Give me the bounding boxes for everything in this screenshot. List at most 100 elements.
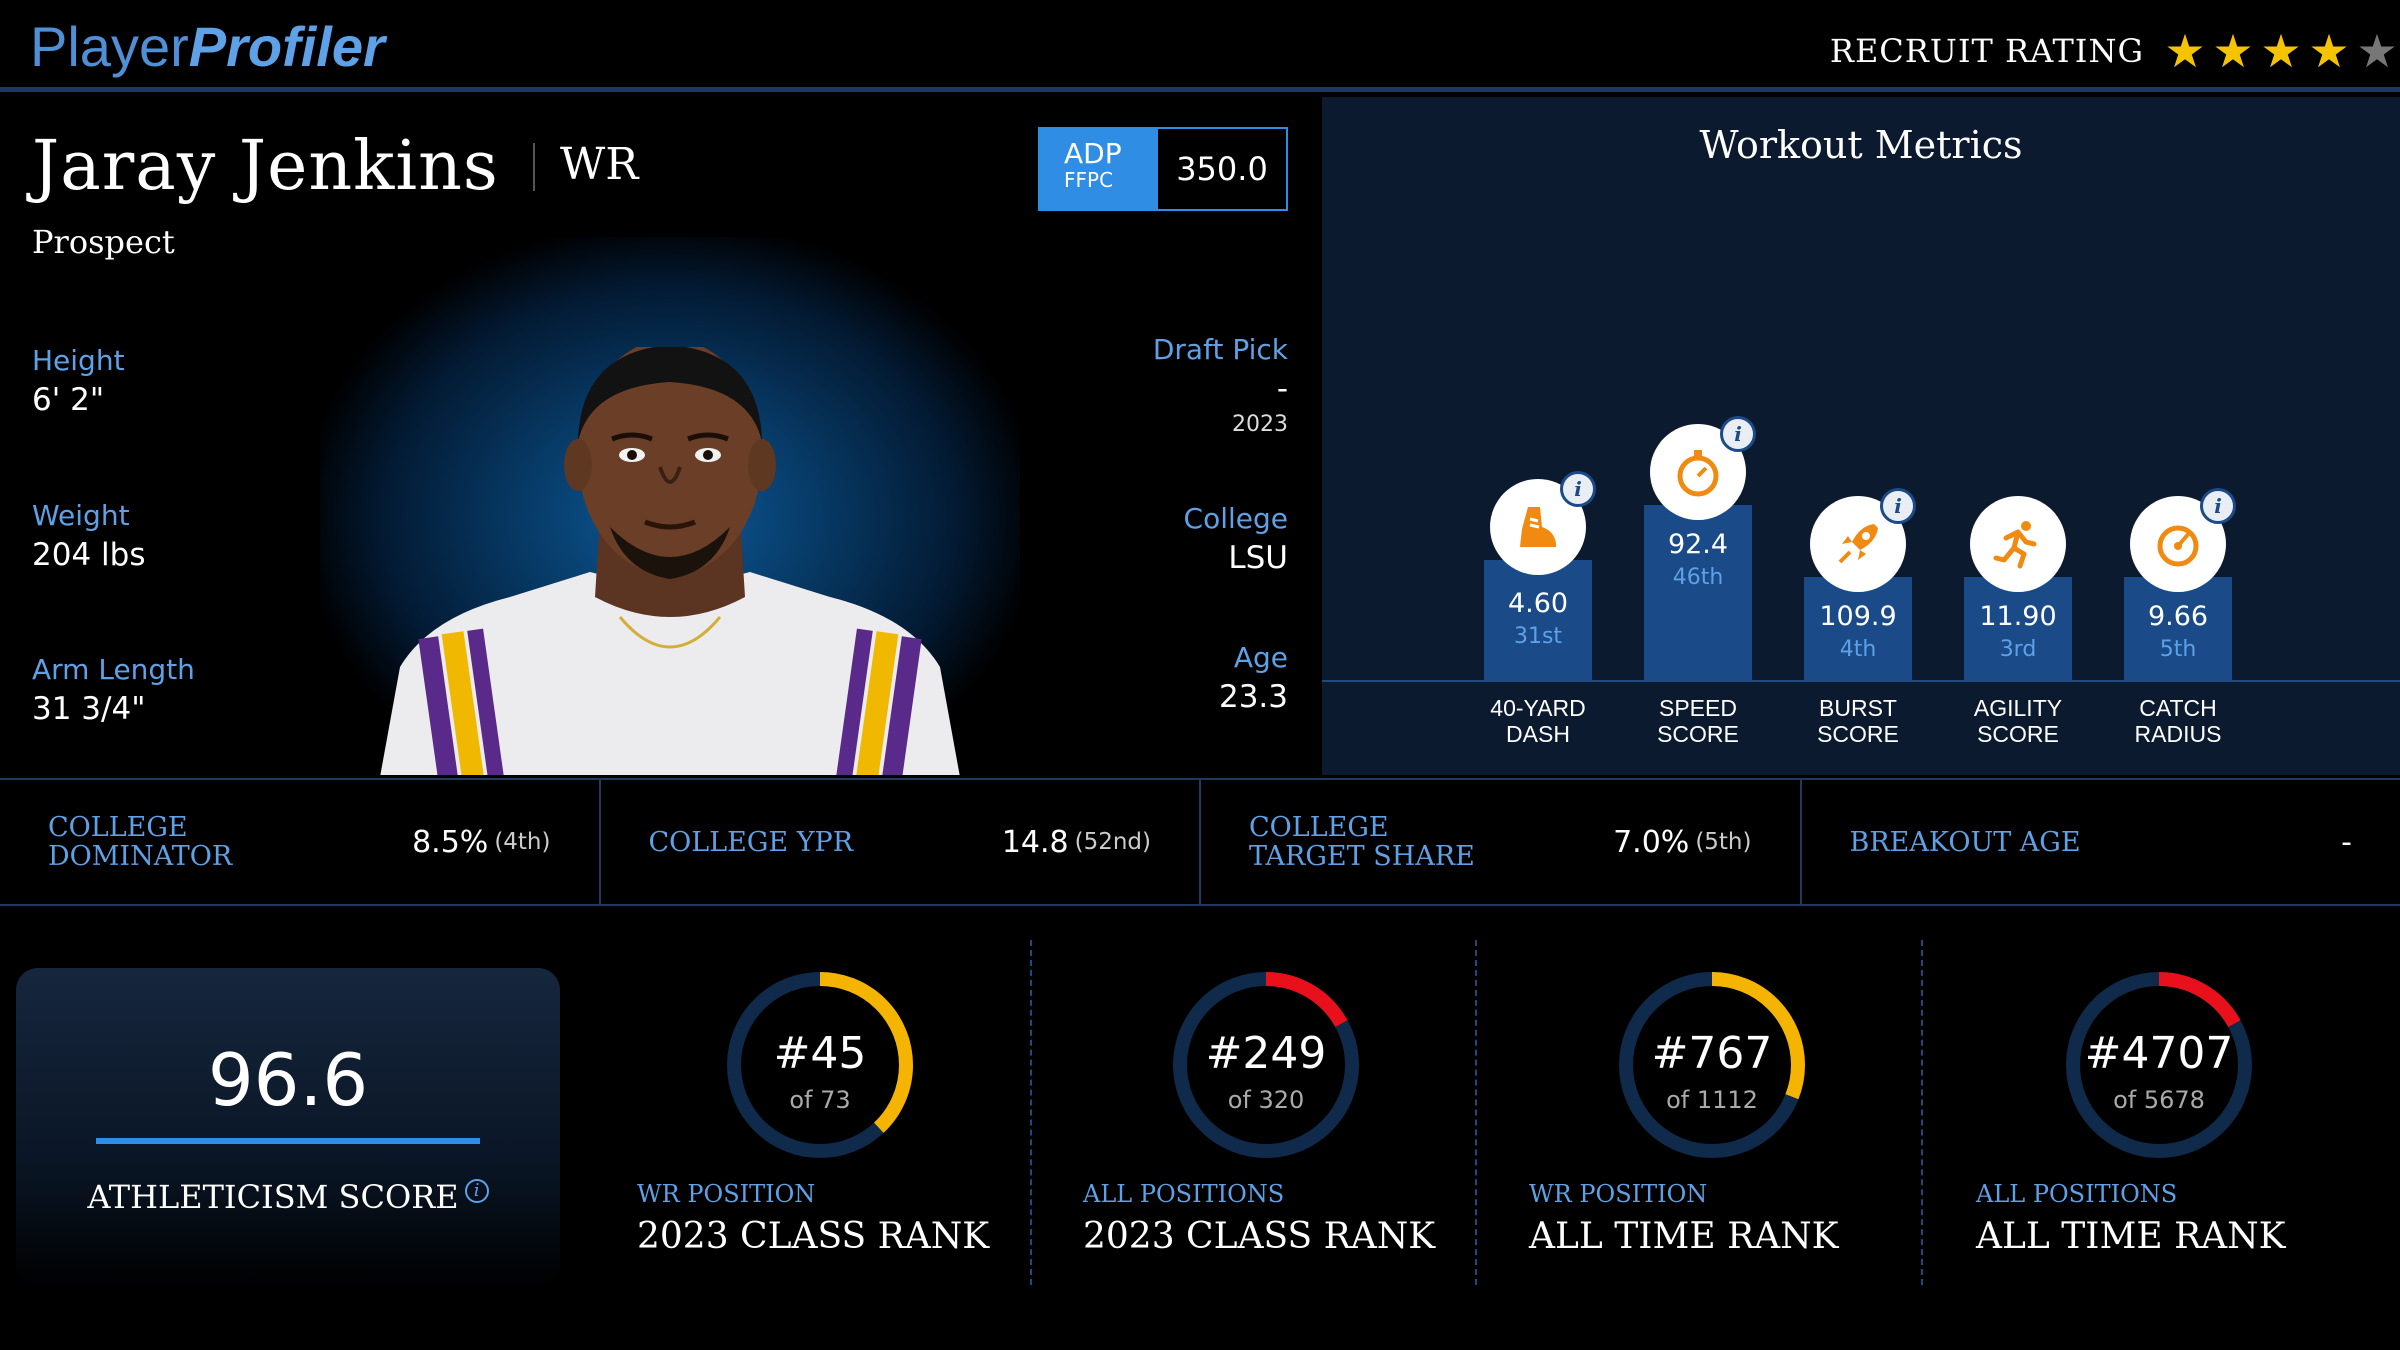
- rank-number: #767: [1651, 1028, 1773, 1079]
- stat-value: -: [2341, 824, 2352, 860]
- star-icon: ★: [2260, 24, 2302, 78]
- height-stat: Height 6' 2": [32, 342, 125, 420]
- star-empty-icon: ★: [2356, 24, 2398, 78]
- metric-label-line2: SCORE: [1657, 721, 1739, 747]
- metric-label-line1: 40-YARD: [1490, 695, 1586, 721]
- adp-label: ADP: [1064, 137, 1122, 170]
- metric-info-icon[interactable]: i: [1720, 416, 1756, 452]
- rank-divider: [1030, 940, 1032, 1285]
- rank-ring: [1173, 972, 1359, 1158]
- rank-ring: [727, 972, 913, 1158]
- breakout-age-stat: BREAKOUT AGE -: [1802, 780, 2400, 904]
- metric-label-burst-score: BURST SCORE: [1778, 695, 1938, 747]
- metric-label-line2: DASH: [1506, 721, 1570, 747]
- rank-number: #45: [773, 1028, 867, 1079]
- rank-of-total: of 320: [1227, 1086, 1305, 1114]
- metric-bar-40-yard-dash: 4.60 31st: [1484, 560, 1592, 680]
- metric-info-icon[interactable]: i: [2200, 488, 2236, 524]
- recruit-rating-label: RECRUIT RATING: [1829, 32, 2144, 70]
- rank-divider: [1475, 940, 1477, 1285]
- star-icon: ★: [2308, 24, 2350, 78]
- star-icon: ★: [2212, 24, 2254, 78]
- info-icon[interactable]: i: [464, 1179, 489, 1204]
- stat-label: COLLEGE DOMINATOR: [48, 812, 233, 872]
- draft-pick-stat: Draft Pick - 2023: [1153, 331, 1288, 441]
- rank-of-total: of 5678: [2113, 1086, 2205, 1114]
- rank-ring-arc: [727, 972, 913, 1158]
- college-stats-row: COLLEGE DOMINATOR 8.5% (4th) COLLEGE YPR…: [0, 778, 2400, 906]
- stat-value: 14.8: [1001, 824, 1069, 860]
- rank-block-wr-class: #45 of 73 WR POSITION 2023 CLASS RANK: [637, 940, 1083, 1285]
- metric-label-catch-radius: CATCH RADIUS: [2098, 695, 2258, 747]
- college-ypr-stat: COLLEGE YPR 14.8 (52nd): [601, 780, 1201, 904]
- metric-label-line2: SCORE: [1977, 721, 2059, 747]
- rank-title: ALL TIME RANK: [1529, 1216, 1839, 1257]
- rank-number: #249: [1205, 1028, 1327, 1079]
- player-position: WR: [560, 139, 639, 190]
- rank-ring: [2066, 972, 2252, 1158]
- metric-info-icon[interactable]: i: [1560, 471, 1596, 507]
- adp-source: FFPC: [1064, 168, 1114, 192]
- rank-number: #4707: [2084, 1028, 2234, 1079]
- stat-rank: (5th): [1695, 829, 1752, 855]
- metric-info-icon[interactable]: i: [1880, 488, 1916, 524]
- playerprofiler-logo[interactable]: PlayerProfiler: [30, 14, 385, 80]
- recruit-rating: RECRUIT RATING ★ ★ ★ ★ ★: [1830, 28, 2400, 74]
- stat-rank: (52nd): [1074, 829, 1151, 855]
- metric-rank: 3rd: [1999, 637, 2037, 662]
- runner-icon: [1970, 496, 2066, 592]
- adp-value: 350.0: [1176, 150, 1268, 188]
- metric-bar-burst-score: 109.9 4th: [1804, 577, 1912, 680]
- player-status: Prospect: [32, 223, 175, 261]
- weight-stat: Weight 204 lbs: [32, 497, 145, 575]
- metric-label-line2: RADIUS: [2134, 721, 2222, 747]
- weight-value: 204 lbs: [32, 537, 146, 573]
- draft-pick-value: -: [1276, 371, 1288, 407]
- metric-label-line1: CATCH: [2139, 695, 2217, 721]
- rank-subtitle: ALL POSITIONS: [1083, 1180, 1285, 1208]
- star-icon: ★: [2164, 24, 2206, 78]
- age-value: 23.3: [1218, 679, 1288, 715]
- stat-value-group: 7.0% (5th): [1613, 780, 1751, 904]
- age-stat: Age 23.3: [1219, 639, 1288, 717]
- college-stat: College LSU: [1184, 500, 1288, 578]
- player-panel: Jaray Jenkins WR Prospect ADP FFPC 350.0…: [0, 97, 1318, 775]
- college-target-share-stat: COLLEGE TARGET SHARE 7.0% (5th): [1201, 780, 1802, 904]
- metric-label-line1: AGILITY: [1973, 695, 2063, 721]
- stat-value-group: 8.5% (4th): [412, 780, 550, 904]
- metric-value: 9.66: [2147, 601, 2209, 632]
- rank-block-wr-all-time: #767 of 1112 WR POSITION ALL TIME RANK: [1529, 940, 1975, 1285]
- name-divider: [533, 143, 535, 191]
- athleticism-score-card: 96.6 ATHLETICISM SCORE i: [16, 968, 560, 1288]
- arm-length-stat: Arm Length 31 3/4": [32, 651, 195, 729]
- athleticism-score-label: ATHLETICISM SCORE: [87, 1178, 459, 1216]
- weight-label: Weight: [32, 499, 130, 532]
- adp-badge[interactable]: ADP FFPC 350.0: [1038, 127, 1288, 211]
- height-value: 6' 2": [32, 382, 105, 418]
- athleticism-score-underline: [96, 1138, 480, 1144]
- college-value: LSU: [1228, 540, 1288, 576]
- stat-label: COLLEGE TARGET SHARE: [1249, 812, 1475, 872]
- arm-length-label: Arm Length: [32, 653, 195, 686]
- metric-value: 92.4: [1667, 529, 1729, 560]
- logo-part-profiler: Profiler: [188, 15, 385, 78]
- rank-of-total: of 73: [789, 1086, 851, 1114]
- rank-divider: [1921, 940, 1923, 1285]
- rank-ring: [1619, 972, 1805, 1158]
- workout-metrics-title: Workout Metrics: [1699, 123, 2023, 167]
- height-label: Height: [32, 344, 125, 377]
- stat-label: BREAKOUT AGE: [1849, 826, 2081, 858]
- metric-label-line1: BURST: [1819, 695, 1897, 721]
- workout-metrics-panel: Workout Metrics 4.60 31st i 40-YARD DASH…: [1322, 97, 2400, 775]
- metric-label-agility-score: AGILITY SCORE: [1938, 695, 2098, 747]
- metric-label-40-yard-dash: 40-YARD DASH: [1458, 695, 1618, 747]
- metric-label-speed-score: SPEED SCORE: [1618, 695, 1778, 747]
- adp-label-block: ADP FFPC: [1040, 129, 1158, 209]
- rank-title: 2023 CLASS RANK: [637, 1216, 990, 1257]
- metric-value: 109.9: [1819, 601, 1897, 632]
- rank-block-all-class: #249 of 320 ALL POSITIONS 2023 CLASS RAN…: [1083, 940, 1529, 1285]
- stat-label: COLLEGE YPR: [648, 826, 854, 858]
- header-bar: PlayerProfiler RECRUIT RATING ★ ★ ★ ★ ★: [0, 0, 2400, 92]
- rank-of-total: of 1112: [1666, 1086, 1758, 1114]
- stat-rank: (4th): [494, 829, 551, 855]
